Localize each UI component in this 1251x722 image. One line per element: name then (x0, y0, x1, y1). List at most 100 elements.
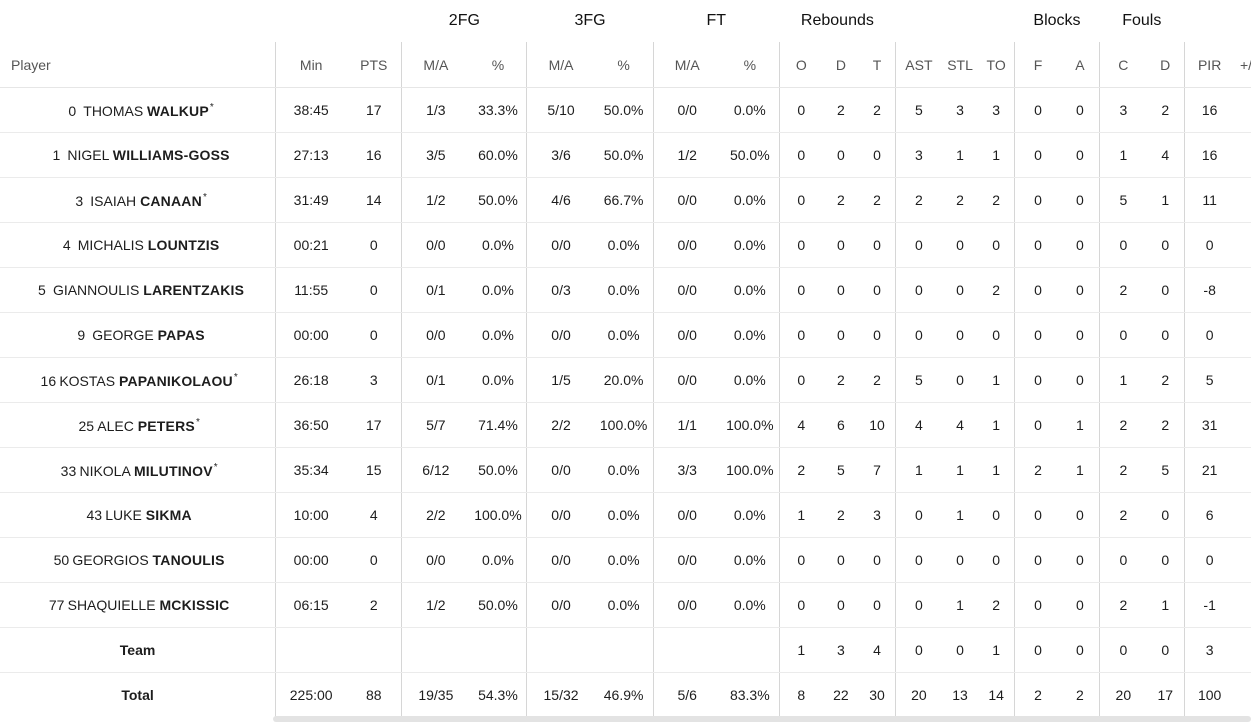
stat-reb-d: 0 (822, 132, 860, 178)
player-row[interactable]: 25 ALEC PETERS* 36:50 17 5/7 71.4% 2/2 100.0% 1/… (0, 402, 1251, 448)
stat-3fg-pct (594, 627, 654, 673)
stat-ft-pct: 0.0% (720, 357, 780, 403)
col-header-2fg-pct[interactable]: % (469, 42, 527, 88)
col-header-pir[interactable]: PIR (1183, 42, 1235, 88)
col-header-reb-d[interactable]: D (822, 42, 860, 88)
jersey-number: 50 (53, 552, 70, 568)
player-cell[interactable]: 25 ALEC PETERS* (0, 402, 276, 448)
stat-min: 225:00 (275, 672, 347, 717)
col-header-foul-d[interactable]: D (1146, 42, 1185, 88)
col-header-foul-c[interactable]: C (1098, 42, 1147, 88)
stat-blk-a: 0 (1061, 312, 1100, 358)
stat-foul-c: 2 (1098, 492, 1147, 538)
player-cell[interactable]: 1 NIGEL WILLIAMS-GOSS (0, 132, 276, 178)
stat-blk-a: 0 (1061, 357, 1100, 403)
stat-3fg-pct: 100.0% (594, 402, 654, 448)
player-cell[interactable]: 50 GEORGIOS TANOULIS (0, 537, 276, 583)
col-header-ast[interactable]: AST (894, 42, 942, 88)
col-header-min[interactable]: Min (275, 42, 347, 88)
stat-min: 31:49 (275, 177, 347, 223)
stat-plus-minus (1234, 267, 1251, 313)
player-cell[interactable]: 77 SHAQUIELLE MCKISSIC (0, 582, 276, 628)
stat-foul-c: 1 (1098, 132, 1147, 178)
stat-foul-d: 1 (1146, 177, 1185, 223)
col-header-reb-t[interactable]: T (859, 42, 896, 88)
col-header-blk-a[interactable]: A (1061, 42, 1100, 88)
stat-reb-o: 0 (778, 357, 823, 403)
stat-reb-o: 2 (778, 447, 823, 493)
stat-2fg-ma: 0/1 (401, 357, 470, 403)
player-row[interactable]: 1 NIGEL WILLIAMS-GOSS 27:13 16 3/5 60.0% 3/6 50… (0, 132, 1251, 178)
stat-blk-f: 0 (1014, 132, 1062, 178)
stat-ft-ma: 0/0 (652, 87, 721, 133)
stat-ft-pct: 0.0% (720, 267, 780, 313)
jersey-number: 33 (60, 462, 77, 479)
stat-ast: 2 (894, 177, 942, 223)
stat-ast: 3 (894, 132, 942, 178)
stat-reb-o: 0 (778, 177, 823, 223)
col-header-ft-ma[interactable]: M/A (652, 42, 721, 88)
col-header-pts[interactable]: PTS (346, 42, 402, 88)
stat-reb-t: 3 (859, 492, 896, 538)
player-last-name: MILUTINOV (133, 462, 213, 479)
player-cell[interactable]: 0 THOMAS WALKUP* (0, 87, 276, 133)
player-row[interactable]: 43 LUKE SIKMA 10:00 4 2/2 100.0% 0/0 0.0% 0/0 0.0… (0, 492, 1251, 538)
stat-foul-c: 0 (1098, 627, 1147, 673)
col-header-ft-pct[interactable]: % (720, 42, 780, 88)
player-row[interactable]: 16 KOSTAS PAPANIKOLAOU* 26:18 3 0/1 0.0% 1/5 20… (0, 357, 1251, 403)
col-header-player[interactable]: Player (0, 42, 276, 88)
col-header-to[interactable]: TO (978, 42, 1015, 88)
player-row[interactable]: 77 SHAQUIELLE MCKISSIC 06:15 2 1/2 50.0% 0/0 0.… (0, 582, 1251, 628)
player-cell[interactable]: 33 NIKOLA MILUTINOV* (0, 447, 276, 493)
stat-stl: 0 (941, 357, 979, 403)
player-cell[interactable]: 43 LUKE SIKMA (0, 492, 276, 538)
stat-pts: 17 (346, 87, 402, 133)
stat-pts: 17 (346, 402, 402, 448)
col-header-2fg-ma[interactable]: M/A (401, 42, 470, 88)
player-cell[interactable]: 4 MICHALIS LOUNTZIS (0, 222, 276, 268)
player-cell[interactable]: 3 ISAIAH CANAAN* (0, 177, 276, 223)
stat-ast: 0 (894, 312, 942, 358)
col-header-blk-f[interactable]: F (1014, 42, 1062, 88)
stat-pir: 0 (1183, 222, 1235, 268)
stat-foul-c: 3 (1098, 87, 1147, 133)
stat-2fg-pct: 50.0% (469, 447, 527, 493)
stat-ft-pct: 50.0% (720, 132, 780, 178)
player-row[interactable]: 0 THOMAS WALKUP* 38:45 17 1/3 33.3% 5/10 50.0% 0… (0, 87, 1251, 133)
player-cell[interactable]: 5 GIANNOULIS LARENTZAKIS (0, 267, 276, 313)
player-first-name: MICHALIS (77, 237, 144, 253)
player-row[interactable]: 9 GEORGE PAPAS 00:00 0 0/0 0.0% 0/0 0.0% 0/0 0.0%… (0, 312, 1251, 358)
jersey-number: 1 (52, 147, 61, 163)
stat-blk-f: 0 (1014, 627, 1062, 673)
stat-reb-t: 0 (859, 267, 896, 313)
jersey-number: 25 (78, 417, 95, 434)
stat-pir: 0 (1183, 312, 1235, 358)
player-cell[interactable]: 9 GEORGE PAPAS (0, 312, 276, 358)
player-cell[interactable]: 16 KOSTAS PAPANIKOLAOU* (0, 357, 276, 403)
stat-2fg-ma: 0/0 (401, 537, 470, 583)
col-header-3fg-pct[interactable]: % (594, 42, 654, 88)
stat-plus-minus (1234, 312, 1251, 358)
stat-reb-t: 0 (859, 312, 896, 358)
stat-blk-a: 1 (1061, 447, 1100, 493)
stat-3fg-ma: 2/2 (526, 402, 595, 448)
stat-reb-t: 0 (859, 132, 896, 178)
col-header-stl[interactable]: STL (941, 42, 979, 88)
stat-blk-f: 2 (1014, 447, 1062, 493)
col-header-plus-minus[interactable]: +/- (1234, 42, 1251, 88)
player-row[interactable]: 5 GIANNOULIS LARENTZAKIS 11:55 0 0/1 0.0% 0/3 0… (0, 267, 1251, 313)
stat-reb-o: 4 (778, 402, 823, 448)
player-row[interactable]: 3 ISAIAH CANAAN* 31:49 14 1/2 50.0% 4/6 66.7% 0/… (0, 177, 1251, 223)
horizontal-scrollbar[interactable] (273, 716, 1251, 722)
player-row[interactable]: 33 NIKOLA MILUTINOV* 35:34 15 6/12 50.0% 0/0 0.… (0, 447, 1251, 493)
stat-blk-f: 0 (1014, 537, 1062, 583)
stat-ast: 20 (894, 672, 942, 717)
stat-2fg-pct: 50.0% (469, 177, 527, 223)
stat-pir: 3 (1183, 627, 1235, 673)
col-header-reb-o[interactable]: O (778, 42, 823, 88)
group-ft: FT (706, 12, 727, 29)
player-row[interactable]: 4 MICHALIS LOUNTZIS 00:21 0 0/0 0.0% 0/0 0.0% 0/… (0, 222, 1251, 268)
col-header-3fg-ma[interactable]: M/A (526, 42, 595, 88)
player-row[interactable]: 50 GEORGIOS TANOULIS 00:00 0 0/0 0.0% 0/0 0.0% 0… (0, 537, 1251, 583)
group-pir-spacer (1184, 0, 1251, 42)
